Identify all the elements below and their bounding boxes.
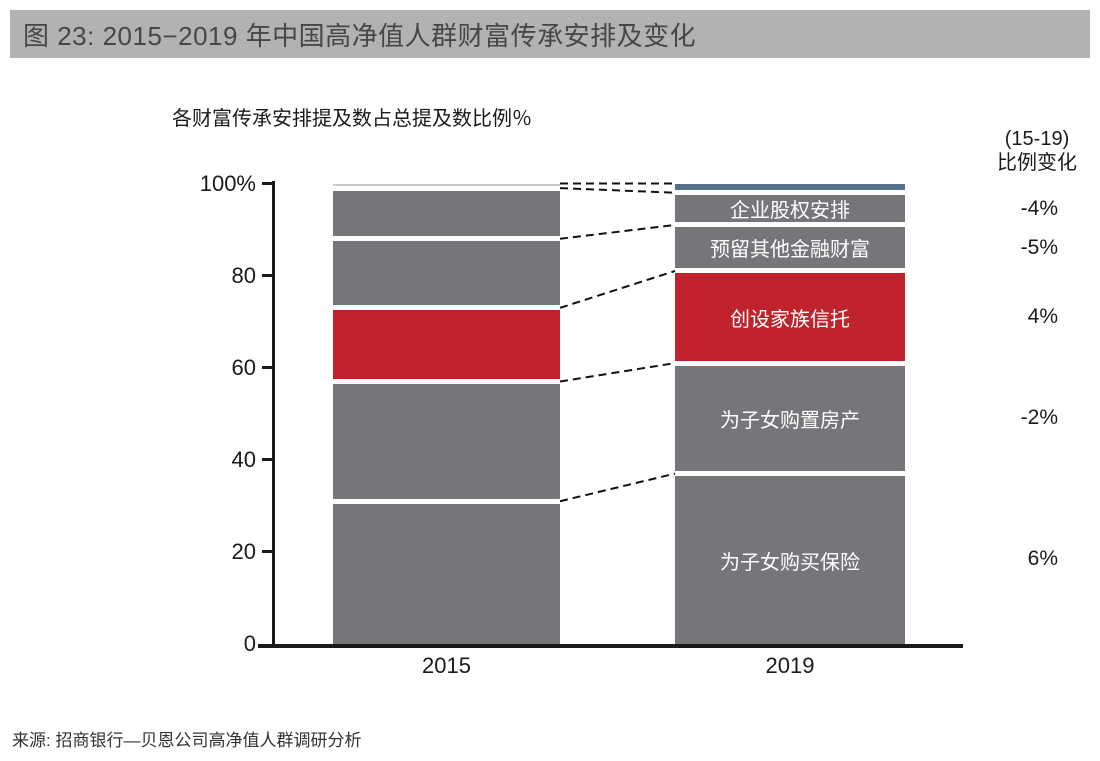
y-tick-mark <box>262 182 272 185</box>
y-tick-label: 0 <box>243 631 256 656</box>
bar-segment-2019: 预留其他金融财富 <box>675 227 905 269</box>
change-value: -2% <box>1020 406 1058 430</box>
bar-segment-2015 <box>333 503 560 644</box>
bar-segment-2019: 为子女购买保险 <box>675 476 905 644</box>
bar-segment-2015 <box>333 241 560 306</box>
connector-line <box>559 223 676 240</box>
y-tick-mark <box>262 550 272 554</box>
change-value: -4% <box>1020 196 1058 220</box>
y-tick-label: 20 <box>231 538 256 564</box>
bar-segment-label: 企业股权安排 <box>730 200 850 223</box>
bar-segment-2019: 为子女购置房产 <box>675 365 905 472</box>
connector-line <box>559 270 676 309</box>
y-tick-mark <box>262 366 272 370</box>
figure-title-bar: 图 23: 2015−2019 年中国高净值人群财富传承安排及变化 <box>10 10 1090 58</box>
y-tick-label: 100% <box>199 170 256 196</box>
bar-segment-2015 <box>333 310 560 379</box>
y-tick-mark <box>262 458 272 462</box>
change-column-header: (15-19) 比例变化 <box>957 127 1100 175</box>
bar-segment-label: 为子女购置房产 <box>720 409 860 432</box>
y-axis-line <box>272 181 275 648</box>
x-axis-label: 2019 <box>765 653 815 678</box>
bar-segment-label: 创设家族信托 <box>730 308 850 331</box>
y-tick-label: 40 <box>231 446 256 472</box>
change-value: 6% <box>1027 546 1058 570</box>
bar-segment-2015 <box>333 183 560 186</box>
bar-segment-label: 预留其他金融财富 <box>710 239 870 262</box>
bar-segment-label: 为子女购买保险 <box>720 551 860 574</box>
bar-segment-2019: 企业股权安排 <box>675 195 905 223</box>
bar-segment-2019: 创设家族信托 <box>675 273 905 361</box>
bar-segment-2019 <box>675 183 905 191</box>
change-value: -5% <box>1020 235 1058 259</box>
chart-subtitle: 各财富传承安排提及数占总提及数比例％ <box>172 108 532 130</box>
bar-segment-2015 <box>333 384 560 499</box>
figure-title: 图 23: 2015−2019 年中国高净值人群财富传承安排及变化 <box>23 20 697 51</box>
change-column-header-range: (15-19) <box>1004 128 1070 150</box>
x-axis-label: 2015 <box>422 653 471 678</box>
y-tick-label: 80 <box>231 262 256 288</box>
x-axis-baseline <box>258 644 963 648</box>
source-note: 来源: 招商银行—贝恩公司高净值人群调研分析 <box>12 731 362 750</box>
connector-line <box>559 472 676 503</box>
change-column-header-label: 比例变化 <box>997 152 1077 174</box>
y-tick-label: 60 <box>231 354 256 380</box>
connector-line <box>559 187 676 194</box>
change-value: 4% <box>1027 305 1058 329</box>
y-tick-mark <box>262 274 272 278</box>
connector-line <box>559 362 676 383</box>
bar-segment-2015 <box>333 190 560 237</box>
